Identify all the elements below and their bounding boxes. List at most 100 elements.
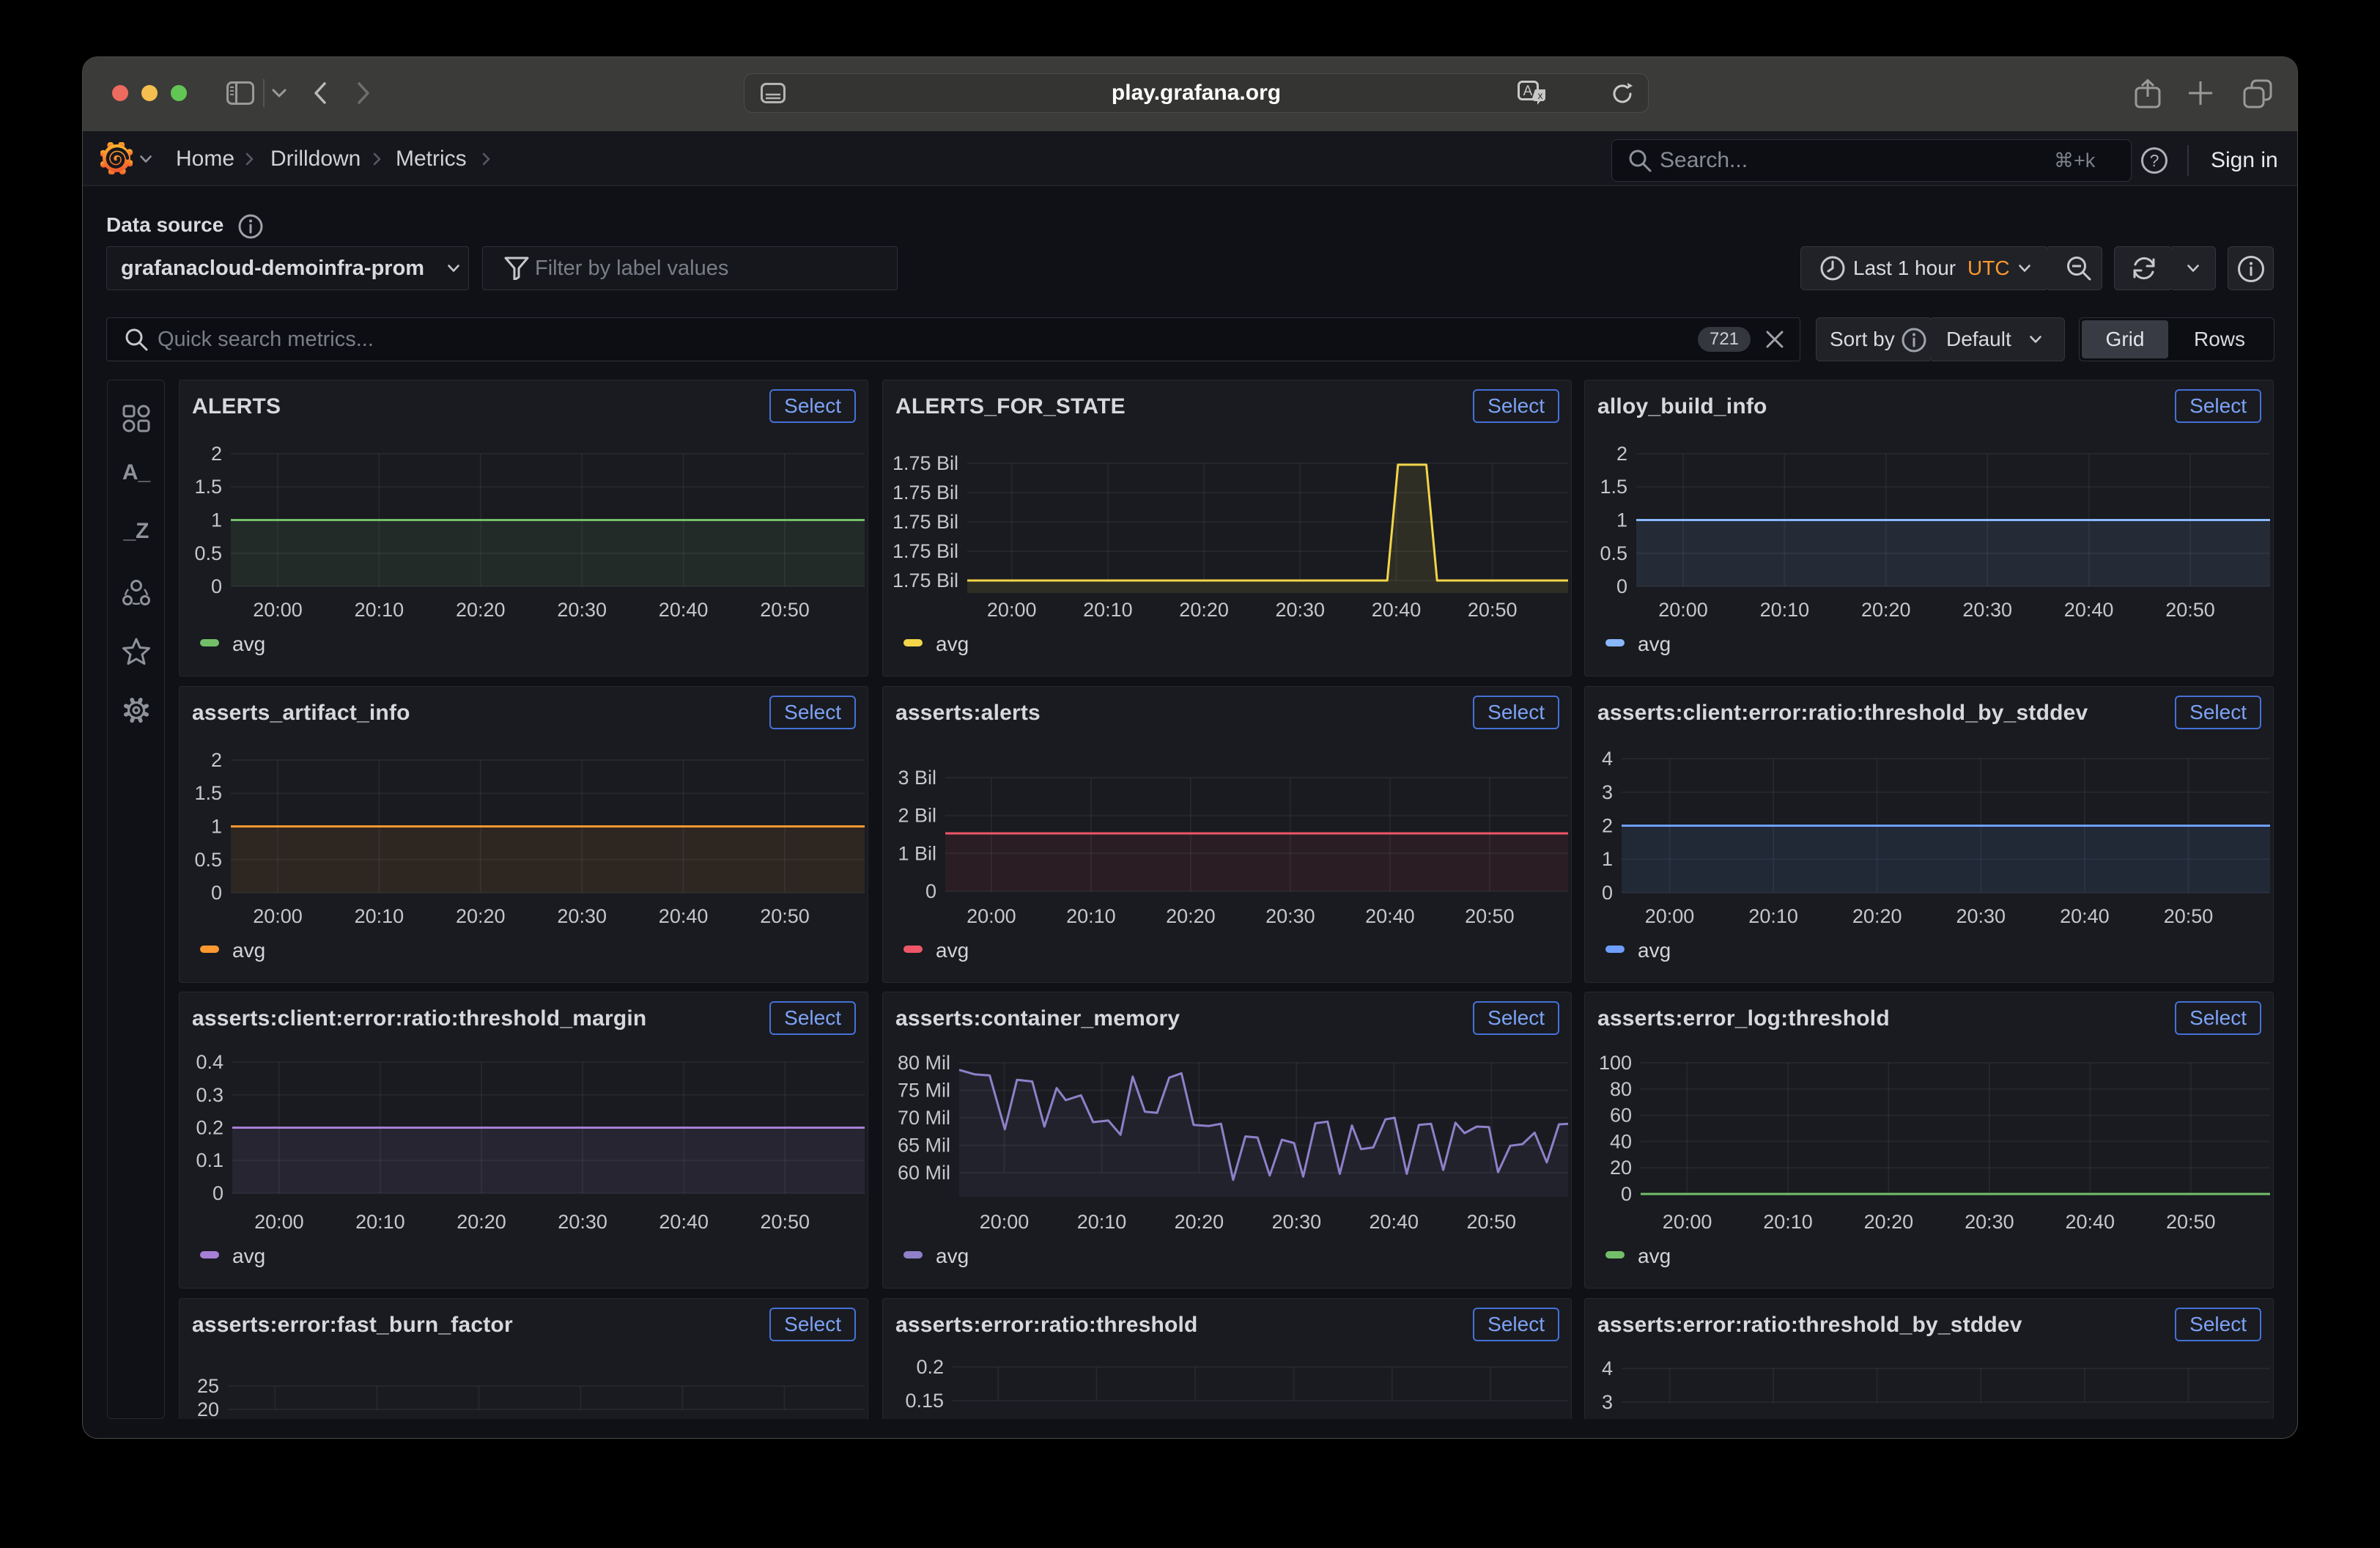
svg-text:20:50: 20:50 (761, 1211, 810, 1233)
svg-text:20:10: 20:10 (1066, 905, 1116, 927)
svg-text:0: 0 (925, 880, 936, 902)
svg-text:20:50: 20:50 (2165, 599, 2215, 621)
svg-text:60: 60 (1610, 1105, 1632, 1127)
svg-text:0.4: 0.4 (196, 1051, 223, 1073)
svg-text:80 Mil: 80 Mil (898, 1052, 950, 1074)
svg-text:20:20: 20:20 (456, 905, 506, 927)
svg-text:25: 25 (197, 1375, 219, 1397)
svg-text:20:50: 20:50 (1465, 905, 1515, 927)
svg-text:20:30: 20:30 (1965, 1211, 2014, 1233)
svg-text:2: 2 (1616, 443, 1627, 465)
svg-text:20:00: 20:00 (253, 905, 303, 927)
svg-text:20:40: 20:40 (659, 599, 709, 621)
svg-text:20:50: 20:50 (2166, 1211, 2216, 1233)
svg-text:2 Bil: 2 Bil (898, 804, 936, 826)
svg-text:20:30: 20:30 (1265, 905, 1315, 927)
svg-text:20:30: 20:30 (558, 1211, 607, 1233)
svg-text:20:40: 20:40 (1370, 1211, 1419, 1233)
svg-text:20:40: 20:40 (1372, 599, 1422, 621)
svg-text:20:50: 20:50 (1468, 599, 1518, 621)
svg-text:20:20: 20:20 (1861, 599, 1911, 621)
svg-text:20:10: 20:10 (1077, 1211, 1127, 1233)
svg-text:0: 0 (1602, 882, 1613, 904)
svg-text:20:10: 20:10 (355, 599, 404, 621)
svg-text:65 Mil: 65 Mil (898, 1135, 950, 1157)
svg-text:20:40: 20:40 (2066, 1211, 2115, 1233)
svg-text:0: 0 (1616, 575, 1627, 597)
svg-text:20:00: 20:00 (1658, 599, 1708, 621)
svg-text:20:20: 20:20 (1175, 1211, 1224, 1233)
svg-text:x: x (1538, 89, 1543, 101)
svg-text:20:10: 20:10 (1748, 905, 1798, 927)
svg-text:20:20: 20:20 (1179, 599, 1229, 621)
svg-text:1.75 Bil: 1.75 Bil (892, 452, 958, 474)
svg-text:0.15: 0.15 (905, 1390, 944, 1412)
svg-text:20:00: 20:00 (980, 1211, 1030, 1233)
svg-text:20:30: 20:30 (1956, 905, 2006, 927)
svg-text:1.5: 1.5 (1600, 476, 1627, 498)
svg-text:1.75 Bil: 1.75 Bil (892, 540, 958, 562)
svg-text:3 Bil: 3 Bil (898, 767, 936, 789)
svg-text:2: 2 (211, 749, 222, 771)
svg-text:20:00: 20:00 (1645, 905, 1695, 927)
svg-text:20:20: 20:20 (1864, 1211, 1914, 1233)
svg-text:0.1: 0.1 (196, 1149, 223, 1171)
svg-text:0: 0 (211, 575, 222, 597)
svg-text:20:30: 20:30 (1272, 1211, 1322, 1233)
svg-text:20:10: 20:10 (355, 905, 404, 927)
svg-text:100: 100 (1599, 1052, 1632, 1074)
svg-text:20:30: 20:30 (1276, 599, 1326, 621)
svg-text:1.5: 1.5 (194, 782, 222, 804)
svg-text:20:20: 20:20 (1166, 905, 1216, 927)
svg-text:20: 20 (1610, 1157, 1632, 1179)
svg-text:1: 1 (1616, 509, 1627, 531)
svg-text:3: 3 (1602, 1391, 1613, 1413)
svg-text:1.5: 1.5 (194, 476, 222, 498)
svg-text:20:50: 20:50 (2164, 905, 2214, 927)
svg-text:1: 1 (1602, 848, 1613, 870)
svg-text:1 Bil: 1 Bil (898, 842, 936, 864)
svg-text:1.75 Bil: 1.75 Bil (892, 482, 958, 504)
svg-text:20:00: 20:00 (987, 599, 1037, 621)
svg-text:70 Mil: 70 Mil (898, 1107, 950, 1129)
svg-text:20:40: 20:40 (659, 905, 709, 927)
svg-text:20:00: 20:00 (1663, 1211, 1712, 1233)
svg-text:1.75 Bil: 1.75 Bil (892, 570, 958, 591)
svg-text:20:30: 20:30 (557, 599, 607, 621)
svg-text:0: 0 (1621, 1183, 1632, 1205)
svg-text:2: 2 (211, 443, 222, 465)
svg-text:20:50: 20:50 (760, 599, 810, 621)
svg-text:0.5: 0.5 (1600, 542, 1627, 564)
svg-text:20:10: 20:10 (1760, 599, 1810, 621)
svg-text:20:00: 20:00 (253, 599, 303, 621)
svg-text:20:00: 20:00 (254, 1211, 304, 1233)
svg-text:1: 1 (211, 509, 222, 531)
svg-text:20:20: 20:20 (456, 599, 506, 621)
svg-text:0.3: 0.3 (196, 1084, 223, 1106)
svg-text:80: 80 (1610, 1078, 1632, 1100)
svg-text:20:20: 20:20 (457, 1211, 506, 1233)
svg-text:40: 40 (1610, 1130, 1632, 1152)
svg-text:1: 1 (211, 815, 222, 837)
svg-text:0: 0 (211, 882, 222, 904)
svg-text:3: 3 (1602, 781, 1613, 803)
svg-text:60 Mil: 60 Mil (898, 1162, 950, 1184)
svg-text:0.2: 0.2 (196, 1117, 223, 1139)
svg-text:?: ? (2150, 151, 2159, 170)
svg-text:20:50: 20:50 (760, 905, 810, 927)
svg-text:20:40: 20:40 (659, 1211, 709, 1233)
svg-text:20:30: 20:30 (1962, 599, 2012, 621)
svg-text:20:10: 20:10 (1763, 1211, 1813, 1233)
svg-text:20:10: 20:10 (355, 1211, 405, 1233)
svg-text:0: 0 (212, 1182, 223, 1204)
svg-text:20:20: 20:20 (1852, 905, 1902, 927)
svg-text:20:00: 20:00 (967, 905, 1016, 927)
svg-text:0.5: 0.5 (194, 542, 222, 564)
svg-text:20:40: 20:40 (2060, 905, 2110, 927)
svg-text:1.75 Bil: 1.75 Bil (892, 511, 958, 533)
svg-text:4: 4 (1602, 1357, 1613, 1379)
svg-text:0.2: 0.2 (916, 1356, 944, 1378)
svg-text:20:30: 20:30 (557, 905, 607, 927)
svg-text:20:40: 20:40 (2064, 599, 2114, 621)
svg-text:20:10: 20:10 (1083, 599, 1133, 621)
